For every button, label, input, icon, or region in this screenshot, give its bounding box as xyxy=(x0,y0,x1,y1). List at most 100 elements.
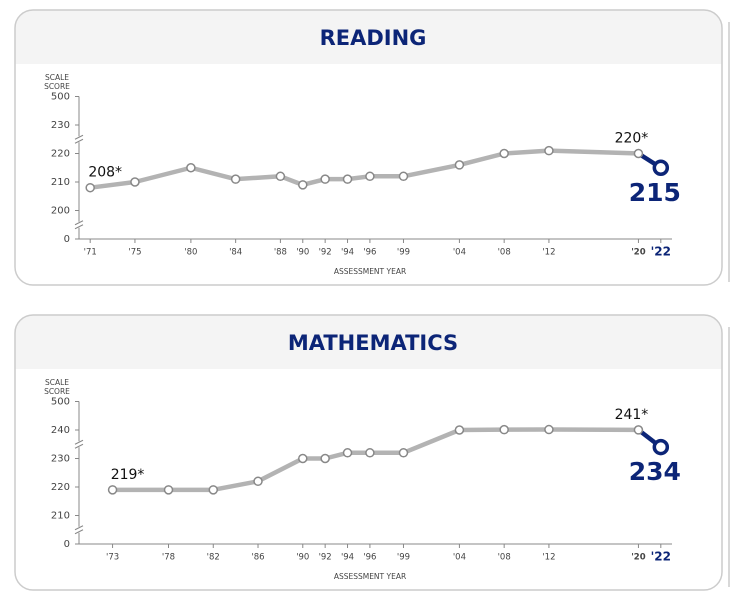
axis-break xyxy=(74,443,84,449)
x-tick-label: '04 xyxy=(453,248,466,258)
x-tick-label: '71 xyxy=(84,248,97,258)
latest-point xyxy=(652,159,670,176)
x-tick-label: '20 xyxy=(631,248,646,258)
x-tick-label: '04 xyxy=(453,553,466,563)
x-axis-label: ASSESSMENT YEAR xyxy=(334,267,406,276)
x-tick-label: '73 xyxy=(106,553,119,563)
value-label: 219* xyxy=(111,467,145,483)
latest-point xyxy=(652,438,670,456)
axis-break xyxy=(74,138,84,144)
y-tick-label: 230 xyxy=(51,120,70,131)
data-point xyxy=(163,485,174,495)
axis-break-gap xyxy=(74,221,84,228)
y-tick-label: 230 xyxy=(51,454,70,465)
data-point xyxy=(342,174,353,184)
panel-title: READING xyxy=(320,26,427,50)
axis-break-gap xyxy=(74,526,84,533)
axis-break xyxy=(74,134,84,140)
x-tick-label: '92 xyxy=(319,553,332,563)
data-point xyxy=(253,476,263,487)
axis-break xyxy=(74,220,84,226)
y-tick-label: 220 xyxy=(51,482,70,493)
y-tick-label: 210 xyxy=(51,511,70,522)
data-point xyxy=(275,171,286,182)
x-tick-label: '90 xyxy=(296,248,309,258)
data-point xyxy=(186,163,196,173)
data-point xyxy=(398,448,409,458)
x-tick-label: '84 xyxy=(229,248,242,258)
y-axis-label: SCALE xyxy=(45,73,69,82)
x-tick-label: '88 xyxy=(274,248,287,258)
data-point xyxy=(320,453,330,464)
x-tick-label: '80 xyxy=(184,248,197,258)
data-point xyxy=(298,453,308,464)
x-tick-label: '92 xyxy=(319,248,332,258)
y-tick-label: 0 xyxy=(64,539,70,550)
data-point xyxy=(230,174,241,184)
x-tick-label: '96 xyxy=(363,248,376,258)
data-point xyxy=(398,171,409,182)
panel-header xyxy=(15,315,722,369)
value-label: 220* xyxy=(615,131,649,147)
data-point xyxy=(342,448,353,458)
value-label: 215 xyxy=(629,178,681,207)
data-point xyxy=(633,425,644,435)
data-point xyxy=(107,485,118,495)
data-point xyxy=(365,171,375,182)
y-tick-label: 210 xyxy=(51,177,70,188)
data-point xyxy=(85,182,95,193)
axis-break-gap xyxy=(74,441,84,448)
panel-frame xyxy=(14,9,723,286)
data-point xyxy=(130,177,140,187)
data-point xyxy=(499,424,509,435)
x-tick-label: '96 xyxy=(363,553,376,563)
data-point xyxy=(320,174,330,184)
y-tick-label: 500 xyxy=(51,92,70,103)
x-tick-label: '12 xyxy=(542,248,555,258)
data-point xyxy=(454,425,465,435)
value-label: 241* xyxy=(615,407,649,423)
trend-line xyxy=(89,148,639,190)
panel-header xyxy=(15,10,722,64)
data-point xyxy=(633,148,644,159)
y-axis-label: SCORE xyxy=(44,82,70,91)
y-tick-label: 240 xyxy=(51,425,70,436)
y-tick-label: 220 xyxy=(51,149,70,160)
x-tick-label: '99 xyxy=(397,553,410,563)
data-point xyxy=(544,424,554,435)
data-point xyxy=(454,160,465,170)
data-point xyxy=(298,180,308,190)
x-tick-label: '94 xyxy=(341,248,354,258)
x-tick-label: '08 xyxy=(498,553,511,563)
x-tick-label: '20 xyxy=(631,553,646,563)
axis-break xyxy=(74,439,84,445)
y-axis-label: SCALE xyxy=(45,378,69,387)
panel-frame xyxy=(14,314,723,591)
y-axis-label: SCORE xyxy=(44,387,70,396)
data-point xyxy=(365,448,375,458)
x-tick-label: '12 xyxy=(542,553,555,563)
y-tick-label: 500 xyxy=(51,397,70,408)
y-tick-label: 200 xyxy=(51,206,70,217)
axis-break-gap xyxy=(74,136,84,143)
x-tick-label: '22 xyxy=(651,550,671,564)
x-tick-label: '94 xyxy=(341,553,354,563)
x-axis-label: ASSESSMENT YEAR xyxy=(334,572,406,581)
y-tick-label: 0 xyxy=(64,234,70,245)
axis-break xyxy=(74,529,84,535)
x-tick-label: '78 xyxy=(162,553,175,563)
data-point xyxy=(208,485,219,495)
x-tick-label: '08 xyxy=(498,248,511,258)
value-label: 234 xyxy=(629,457,681,486)
data-point xyxy=(499,148,509,159)
axis-break xyxy=(74,224,84,230)
x-tick-label: '86 xyxy=(251,553,264,563)
trend-line xyxy=(112,427,639,493)
x-tick-label: '99 xyxy=(397,248,410,258)
x-tick-label: '90 xyxy=(296,553,309,563)
axis-break xyxy=(74,525,84,531)
x-tick-label: '75 xyxy=(128,248,141,258)
x-tick-label: '82 xyxy=(207,553,220,563)
panel-title: MATHEMATICS xyxy=(288,331,458,355)
